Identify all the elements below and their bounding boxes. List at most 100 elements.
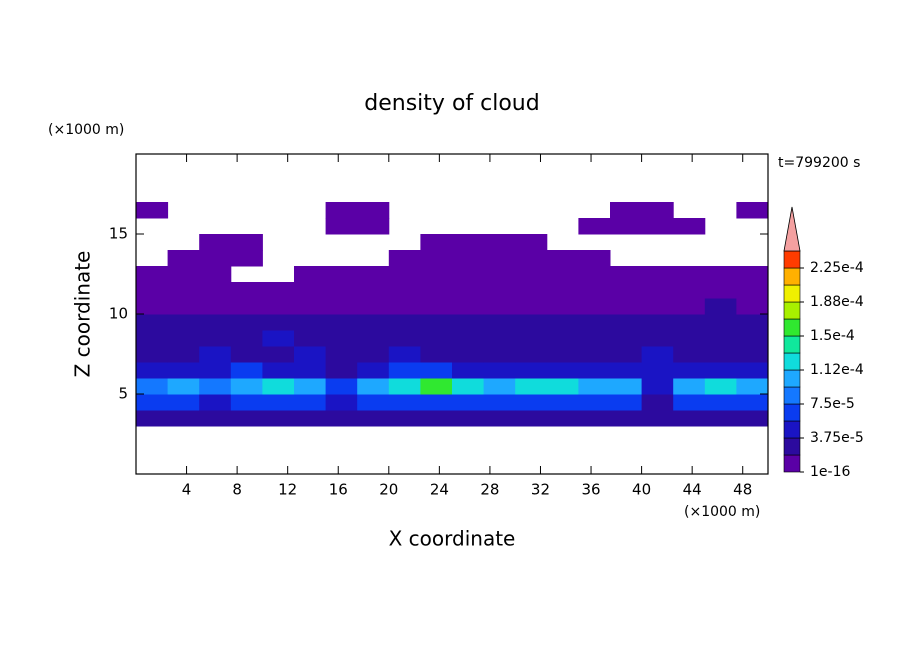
- contour-cell: [546, 250, 579, 267]
- contour-cell: [578, 346, 611, 363]
- contour-cell: [483, 298, 516, 315]
- contour-cell: [578, 394, 611, 411]
- contour-cell: [294, 362, 327, 379]
- contour-cell: [294, 378, 327, 395]
- y-tick-label: 10: [109, 305, 128, 323]
- contour-cell: [357, 266, 390, 283]
- y-tick-label: 15: [109, 225, 128, 243]
- contour-cell: [167, 378, 200, 395]
- contour-cell: [420, 394, 453, 411]
- contour-cell: [578, 314, 611, 331]
- contour-cell: [704, 282, 737, 299]
- contour-cell: [578, 218, 611, 235]
- contour-cell: [388, 250, 421, 267]
- colorbar-tick-label: 1e-16: [810, 464, 850, 480]
- contour-cell: [452, 298, 485, 315]
- contour-cell: [578, 378, 611, 395]
- contour-cell: [199, 394, 232, 411]
- contour-cell: [546, 266, 579, 283]
- x-tick-label: 4: [182, 481, 192, 499]
- x-tick-label: 40: [632, 481, 651, 499]
- contour-cell: [167, 266, 200, 283]
- contour-cell: [452, 362, 485, 379]
- contour-cell: [641, 346, 674, 363]
- contour-cell: [546, 314, 579, 331]
- colorbar: 1e-16 3.75e-5 7.5e-5 1.12e-4 1.5e-4 1.88e-4 2.…: [783, 206, 864, 480]
- contour-cell: [420, 314, 453, 331]
- contour-cell: [294, 346, 327, 363]
- contour-cell: [483, 266, 516, 283]
- contour-cell: [167, 282, 200, 299]
- contour-cell: [420, 234, 453, 251]
- colorbar-tick-label: 3.75e-5: [810, 430, 864, 446]
- contour-cell: [673, 330, 706, 347]
- colorbar-tick-label: 7.5e-5: [810, 396, 855, 412]
- x-tick-label: 36: [581, 481, 600, 499]
- contour-cell: [736, 378, 769, 395]
- contour-cell: [578, 298, 611, 315]
- contour-cell: [515, 298, 548, 315]
- contour-cell: [578, 282, 611, 299]
- contour-field: [136, 202, 769, 427]
- contour-cell: [546, 298, 579, 315]
- colorbar-extend: [783, 206, 801, 252]
- contour-cell: [136, 330, 169, 347]
- contour-cell: [199, 250, 232, 267]
- contour-cell: [578, 250, 611, 267]
- contour-cell: [704, 394, 737, 411]
- contour-cell: [483, 394, 516, 411]
- contour-cell: [483, 234, 516, 251]
- contour-cell: [610, 394, 643, 411]
- contour-cell: [673, 410, 706, 427]
- contour-cell: [199, 330, 232, 347]
- contour-cell: [641, 330, 674, 347]
- contour-cell: [673, 298, 706, 315]
- x-tick-label: 24: [430, 481, 449, 499]
- contour-cell: [388, 346, 421, 363]
- contour-cell: [325, 202, 358, 219]
- contour-cell: [452, 378, 485, 395]
- contour-cell: [230, 250, 263, 267]
- contour-cell: [515, 234, 548, 251]
- contour-cell: [704, 346, 737, 363]
- contour-cell: [167, 314, 200, 331]
- contour-cell: [673, 266, 706, 283]
- contour-cell: [673, 346, 706, 363]
- contour-cell: [641, 410, 674, 427]
- contour-cell: [673, 394, 706, 411]
- contour-cell: [420, 346, 453, 363]
- contour-cell: [673, 282, 706, 299]
- contour-cell: [641, 282, 674, 299]
- colorbar-tick-label: 1.5e-4: [810, 328, 855, 344]
- contour-cell: [736, 314, 769, 331]
- colorbar-tick-label: 1.88e-4: [810, 294, 864, 310]
- x-axis-title: X coordinate: [389, 527, 516, 551]
- contour-cell: [262, 378, 295, 395]
- contour-cell: [357, 202, 390, 219]
- contour-cell: [452, 330, 485, 347]
- contour-cell: [515, 394, 548, 411]
- contour-cell: [136, 378, 169, 395]
- contour-cell: [325, 394, 358, 411]
- contour-cell: [136, 362, 169, 379]
- contour-cell: [610, 314, 643, 331]
- contour-cell: [294, 330, 327, 347]
- contour-cell: [167, 362, 200, 379]
- contour-cell: [546, 330, 579, 347]
- contour-cell: [388, 298, 421, 315]
- contour-cell: [704, 314, 737, 331]
- contour-cell: [641, 266, 674, 283]
- contour-cell: [736, 362, 769, 379]
- contour-cell: [736, 202, 769, 219]
- contour-cell: [325, 314, 358, 331]
- colorbar-band: [783, 420, 801, 439]
- contour-cell: [388, 330, 421, 347]
- contour-cell: [736, 394, 769, 411]
- contour-cell: [357, 394, 390, 411]
- contour-cell: [515, 314, 548, 331]
- contour-cell: [704, 378, 737, 395]
- contour-cell: [704, 362, 737, 379]
- contour-cell: [736, 330, 769, 347]
- contour-cell: [673, 314, 706, 331]
- contour-cell: [483, 346, 516, 363]
